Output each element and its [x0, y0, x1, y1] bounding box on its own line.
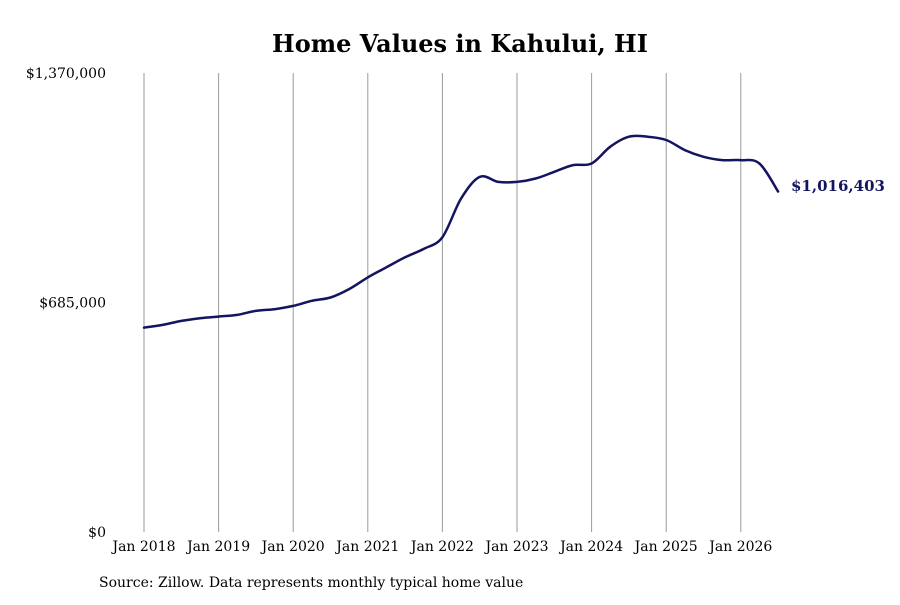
latest-value-label: $1,016,403 [791, 177, 885, 195]
series-layer [142, 134, 780, 329]
x-tick-label: Jan 2018 [110, 539, 175, 555]
x-tick-label: Jan 2020 [260, 539, 325, 555]
y-axis-ticks: $0 $685,000 $1,370,000 [26, 66, 106, 541]
x-tick-label: Jan 2024 [558, 539, 623, 555]
x-tick-label: Jan 2021 [334, 539, 399, 555]
source-note: Source: Zillow. Data represents monthly … [99, 575, 523, 591]
y-tick-label: $685,000 [39, 296, 106, 312]
x-tick-label: Jan 2025 [633, 539, 698, 555]
x-tick-label: Jan 2019 [185, 539, 250, 555]
x-tick-label: Jan 2026 [707, 539, 772, 555]
grid-layer [143, 73, 742, 532]
home-value-line [142, 134, 780, 329]
y-tick-label: $0 [88, 525, 106, 541]
y-tick-label: $1,370,000 [26, 66, 106, 82]
x-tick-label: Jan 2022 [409, 539, 474, 555]
x-axis-ticks: Jan 2018 Jan 2019 Jan 2020 Jan 2021 Jan 2022… [110, 539, 772, 555]
x-tick-label: Jan 2023 [483, 539, 548, 555]
chart-title: Home Values in Kahului, HI [272, 29, 648, 58]
